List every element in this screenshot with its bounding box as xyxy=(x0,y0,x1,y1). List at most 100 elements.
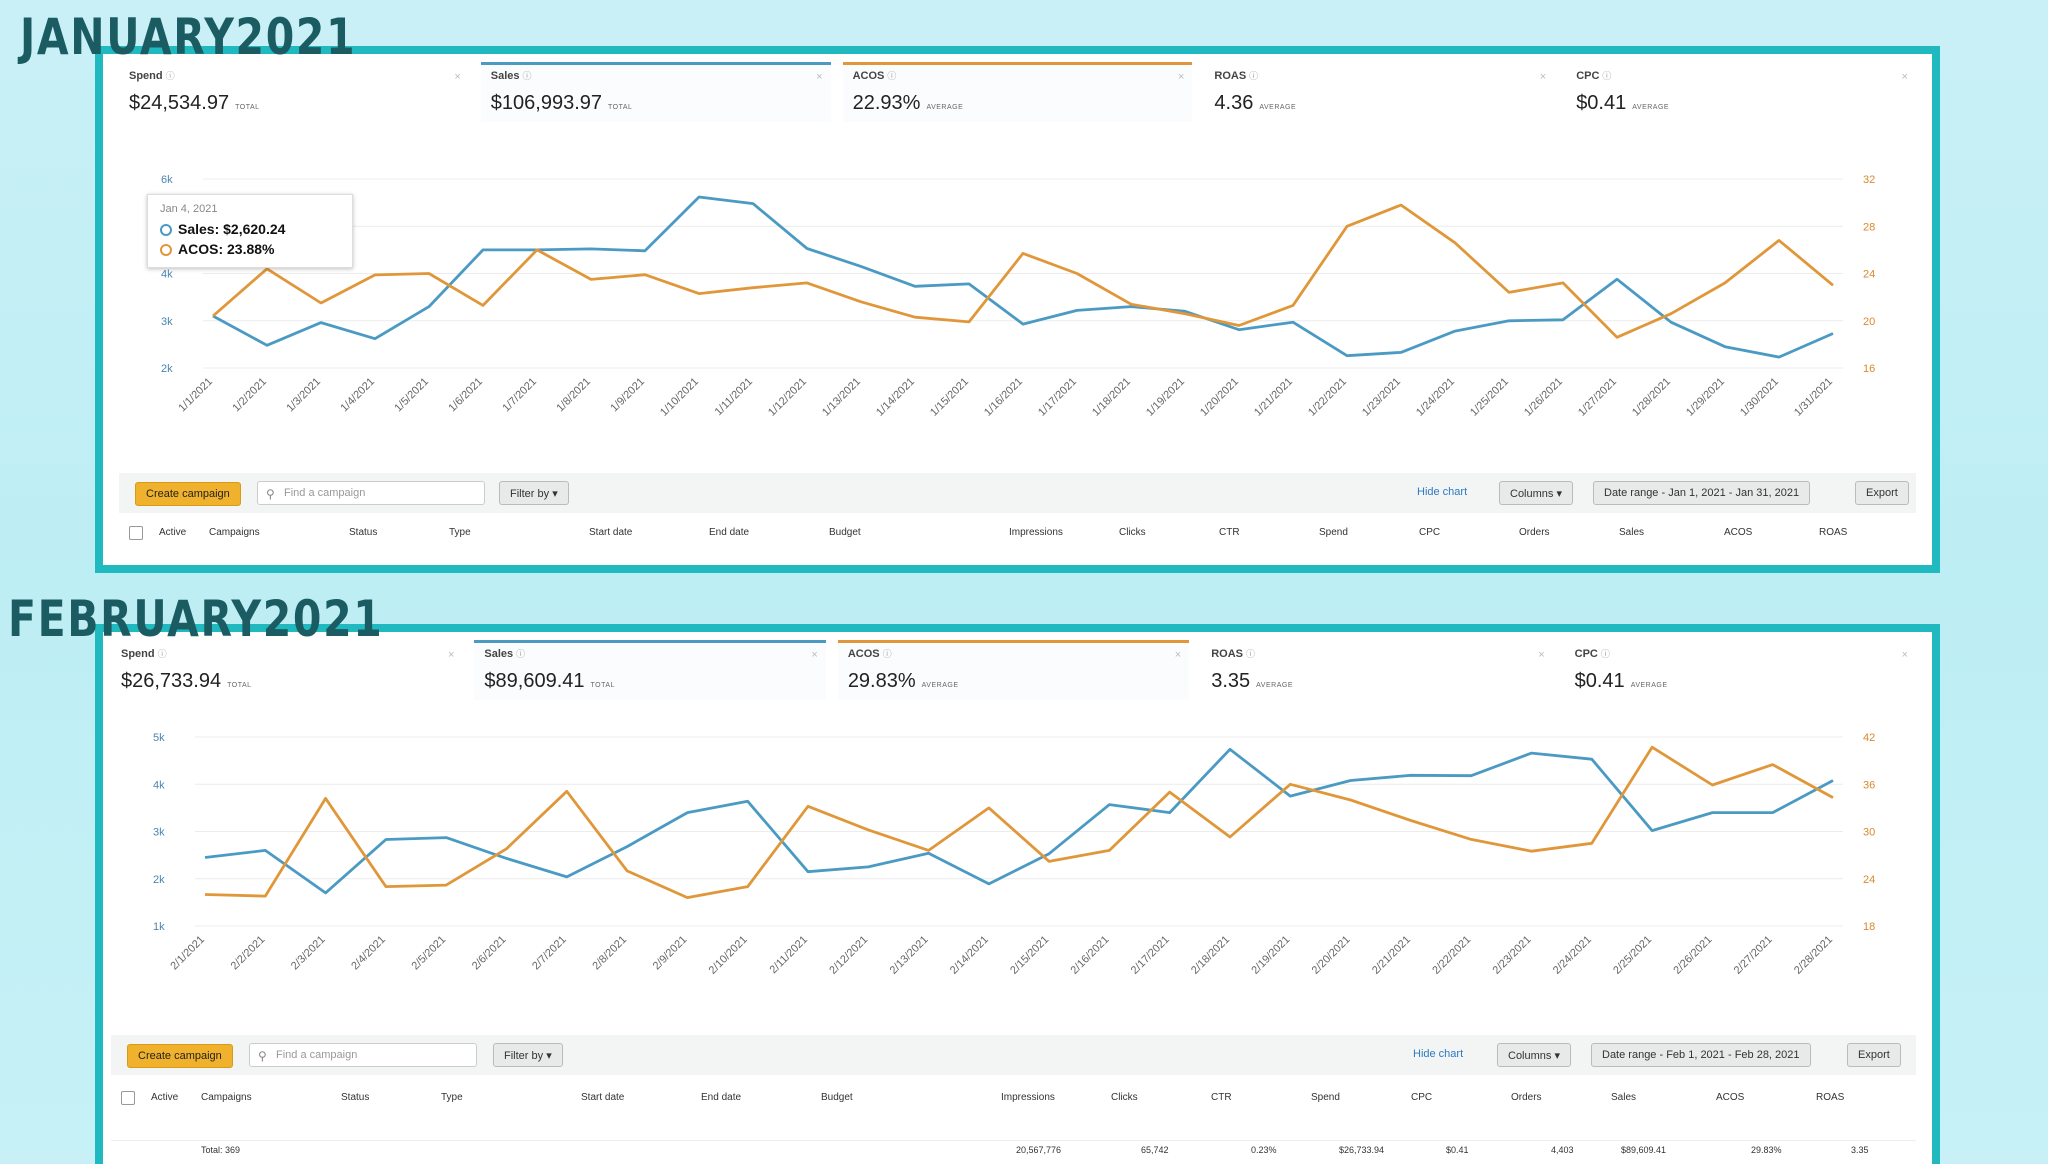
column-header[interactable]: CTR xyxy=(1211,1092,1232,1103)
search-icon: ⚲ xyxy=(258,1049,267,1063)
x-tick-label: 1/17/2021 xyxy=(1036,376,1079,419)
date-range-button[interactable]: Date range - Jan 1, 2021 - Jan 31, 2021 xyxy=(1593,481,1810,505)
x-tick-label: 1/29/2021 xyxy=(1684,376,1727,419)
export-button[interactable]: Export xyxy=(1855,481,1909,505)
date-range-button[interactable]: Date range - Feb 1, 2021 - Feb 28, 2021 xyxy=(1591,1043,1811,1067)
column-header[interactable]: Budget xyxy=(829,527,861,538)
x-tick-label: 1/18/2021 xyxy=(1090,376,1133,419)
x-tick-label: 1/12/2021 xyxy=(766,376,809,419)
hide-chart-link[interactable]: Hide chart xyxy=(1413,1048,1463,1060)
column-header[interactable]: Budget xyxy=(821,1092,853,1103)
x-tick-label: 2/15/2021 xyxy=(1008,934,1051,977)
column-header[interactable]: Type xyxy=(449,527,471,538)
search-placeholder: Find a campaign xyxy=(284,487,365,499)
filter-by-button[interactable]: Filter by ▾ xyxy=(499,481,569,505)
x-tick-label: 2/4/2021 xyxy=(349,934,388,973)
columns-label: Columns xyxy=(1510,488,1553,500)
x-tick-label: 1/10/2021 xyxy=(658,376,701,419)
select-all-checkbox[interactable] xyxy=(121,1091,135,1105)
column-header[interactable]: Orders xyxy=(1511,1092,1542,1103)
x-tick-label: 1/14/2021 xyxy=(874,376,917,419)
column-header[interactable]: Clicks xyxy=(1119,527,1146,538)
column-header[interactable]: Impressions xyxy=(1001,1092,1055,1103)
table-header: Active Campaigns Status Type Start date … xyxy=(111,1084,1916,1112)
total-impressions: 20,567,776 xyxy=(1016,1145,1061,1155)
total-ctr: 0.23% xyxy=(1251,1145,1277,1155)
y-tick-right: 24 xyxy=(1863,874,1875,886)
series-line-sales xyxy=(205,749,1833,893)
column-header[interactable]: Type xyxy=(441,1092,463,1103)
x-tick-label: 1/27/2021 xyxy=(1576,376,1619,419)
column-header[interactable]: CPC xyxy=(1411,1092,1432,1103)
column-header[interactable]: Campaigns xyxy=(209,527,260,538)
column-header[interactable]: ROAS xyxy=(1816,1092,1844,1103)
x-tick-label: 1/20/2021 xyxy=(1198,376,1241,419)
x-tick-label: 2/3/2021 xyxy=(289,934,328,973)
x-tick-label: 1/21/2021 xyxy=(1252,376,1295,419)
x-tick-label: 1/30/2021 xyxy=(1738,376,1781,419)
total-roas: 3.35 xyxy=(1851,1145,1869,1155)
create-campaign-button[interactable]: Create campaign xyxy=(135,482,241,506)
x-tick-label: 1/25/2021 xyxy=(1468,376,1511,419)
column-header[interactable]: Spend xyxy=(1311,1092,1340,1103)
column-header[interactable]: Impressions xyxy=(1009,527,1063,538)
column-header[interactable]: Active xyxy=(151,1092,178,1103)
columns-button[interactable]: Columns ▾ xyxy=(1497,1043,1571,1067)
column-header[interactable]: Sales xyxy=(1611,1092,1636,1103)
column-header[interactable]: ACOS xyxy=(1724,527,1752,538)
x-tick-label: 1/23/2021 xyxy=(1360,376,1403,419)
x-tick-label: 1/6/2021 xyxy=(446,376,485,415)
select-all-checkbox[interactable] xyxy=(129,526,143,540)
campaign-toolbar: Create campaign ⚲ Find a campaign Filter… xyxy=(119,473,1916,513)
filter-by-button[interactable]: Filter by ▾ xyxy=(493,1043,563,1067)
x-tick-label: 2/18/2021 xyxy=(1189,934,1232,977)
column-header[interactable]: ACOS xyxy=(1716,1092,1744,1103)
column-header[interactable]: CPC xyxy=(1419,527,1440,538)
find-campaign-input[interactable]: ⚲ Find a campaign xyxy=(249,1043,477,1067)
search-icon: ⚲ xyxy=(266,487,275,501)
hide-chart-link[interactable]: Hide chart xyxy=(1417,486,1467,498)
create-campaign-button[interactable]: Create campaign xyxy=(127,1044,233,1068)
performance-chart-january: 2k163k204k245k286k321/1/20211/2/20211/3/… xyxy=(103,54,1932,454)
total-sales: $89,609.41 xyxy=(1621,1145,1666,1155)
y-tick-left: 4k xyxy=(153,779,165,791)
x-tick-label: 2/22/2021 xyxy=(1430,934,1473,977)
column-header[interactable]: Start date xyxy=(589,527,632,538)
column-header[interactable]: ROAS xyxy=(1819,527,1847,538)
column-header[interactable]: Clicks xyxy=(1111,1092,1138,1103)
y-tick-right: 28 xyxy=(1863,221,1875,233)
total-acos: 29.83% xyxy=(1751,1145,1782,1155)
column-header[interactable]: Orders xyxy=(1519,527,1550,538)
search-placeholder: Find a campaign xyxy=(276,1049,357,1061)
x-tick-label: 2/2/2021 xyxy=(229,934,268,973)
x-tick-label: 1/26/2021 xyxy=(1522,376,1565,419)
filter-label: Filter by xyxy=(510,488,549,500)
column-header[interactable]: End date xyxy=(701,1092,741,1103)
column-header[interactable]: Status xyxy=(349,527,377,538)
column-header[interactable]: Spend xyxy=(1319,527,1348,538)
x-tick-label: 2/27/2021 xyxy=(1732,934,1775,977)
campaign-toolbar: Create campaign ⚲ Find a campaign Filter… xyxy=(111,1035,1916,1075)
column-header[interactable]: CTR xyxy=(1219,527,1240,538)
find-campaign-input[interactable]: ⚲ Find a campaign xyxy=(257,481,485,505)
column-header[interactable]: Status xyxy=(341,1092,369,1103)
x-tick-label: 1/15/2021 xyxy=(928,376,971,419)
y-tick-left: 2k xyxy=(153,874,165,886)
tooltip-acos: ACOS: 23.88% xyxy=(178,241,274,257)
columns-label: Columns xyxy=(1508,1050,1551,1062)
column-header[interactable]: Campaigns xyxy=(201,1092,252,1103)
total-orders: 4,403 xyxy=(1551,1145,1574,1155)
column-header[interactable]: Start date xyxy=(581,1092,624,1103)
columns-button[interactable]: Columns ▾ xyxy=(1499,481,1573,505)
column-header[interactable]: Sales xyxy=(1619,527,1644,538)
chevron-down-icon: ▾ xyxy=(546,1050,552,1062)
series-line-acos xyxy=(213,205,1833,337)
export-button[interactable]: Export xyxy=(1847,1043,1901,1067)
total-spend: $26,733.94 xyxy=(1339,1145,1384,1155)
total-cpc: $0.41 xyxy=(1446,1145,1469,1155)
column-header[interactable]: Active xyxy=(159,527,186,538)
column-header[interactable]: End date xyxy=(709,527,749,538)
series-line-acos xyxy=(205,747,1833,897)
x-tick-label: 2/13/2021 xyxy=(888,934,931,977)
